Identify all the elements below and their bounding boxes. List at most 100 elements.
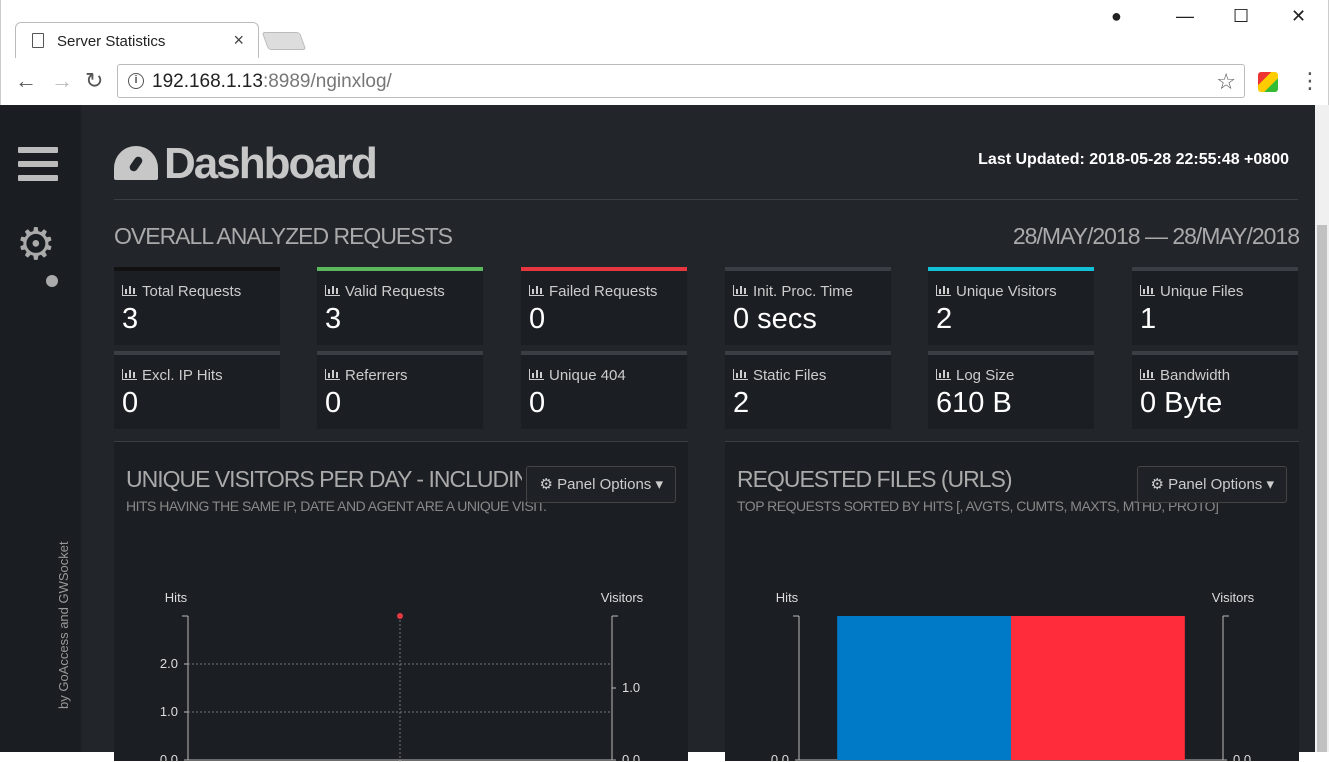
y-axis-label-right: Visitors	[601, 590, 644, 605]
stat-label: Init. Proc. Time	[733, 283, 853, 300]
stat-card: Static Files 2	[725, 351, 891, 429]
bar-chart-icon	[529, 369, 544, 380]
hamburger-menu-icon[interactable]	[18, 147, 58, 189]
tab-title: Server Statistics	[57, 33, 166, 50]
main-content: Dashboard Last Updated: 2018-05-28 22:55…	[82, 105, 1315, 762]
stat-value: 0	[529, 303, 546, 335]
close-tab-icon[interactable]: ×	[233, 30, 244, 50]
stat-card: Bandwidth 0 Byte	[1132, 351, 1298, 429]
y-tick-label-right: 0.0	[622, 752, 640, 762]
stat-value: 0	[529, 387, 546, 419]
bar-chart-icon	[1140, 369, 1155, 380]
bar-chart-icon	[936, 285, 951, 296]
address-bar[interactable]: i 192.168.1.13:8989/nginxlog/ ☆	[117, 64, 1245, 98]
sidebar: ⚙ by GoAccess and GWSocket	[0, 105, 80, 752]
panel-title: REQUESTED FILES (URLS)	[737, 466, 1013, 492]
y-tick-label-left: 2.0	[160, 656, 178, 671]
info-icon[interactable]: i	[128, 73, 144, 89]
stat-card: Referrers 0	[317, 351, 483, 429]
stat-card: Total Requests 3	[114, 267, 280, 345]
bar-chart-icon	[122, 369, 137, 380]
bookmark-star-icon[interactable]: ☆	[1216, 69, 1236, 94]
stat-label: Total Requests	[122, 283, 241, 300]
stat-card: Unique Visitors 2	[928, 267, 1094, 345]
divider	[114, 199, 1298, 200]
stat-label: Valid Requests	[325, 283, 445, 300]
bar-chart-icon	[733, 285, 748, 296]
status-dot	[46, 275, 58, 287]
bar-chart-icon	[529, 285, 544, 296]
stat-label: Unique Visitors	[936, 283, 1057, 300]
bar	[1011, 616, 1185, 760]
overall-title: OVERALL ANALYZED REQUESTS	[114, 223, 453, 249]
stat-label: Log Size	[936, 367, 1014, 384]
data-point	[397, 613, 403, 619]
stat-value: 3	[325, 303, 342, 335]
stat-value: 0 Byte	[1140, 387, 1223, 419]
panel-subtitle: TOP REQUESTS SORTED BY HITS [, AVGTS, CU…	[737, 498, 1219, 514]
stat-label: Unique 404	[529, 367, 626, 384]
reload-icon[interactable]: ↻	[85, 68, 104, 93]
credits-text: by GoAccess and GWSocket	[56, 541, 71, 709]
stat-label: Unique Files	[1140, 283, 1243, 300]
stat-label: Referrers	[325, 367, 408, 384]
bar	[837, 616, 1011, 760]
y-tick-label-left: 1.0	[160, 704, 178, 719]
scrollbar[interactable]	[1315, 105, 1329, 752]
panel-subtitle: HITS HAVING THE SAME IP, DATE AND AGENT …	[126, 498, 547, 514]
back-icon[interactable]: ←	[15, 68, 37, 93]
last-updated: Last Updated: 2018-05-28 22:55:48 +0800	[978, 151, 1289, 168]
stat-card: Failed Requests 0	[521, 267, 687, 345]
stat-value: 0 secs	[733, 303, 817, 335]
y-axis-label-right: Visitors	[1212, 590, 1255, 605]
bar-chart-icon	[325, 285, 340, 296]
forward-icon[interactable]: →	[51, 68, 73, 93]
minimize-icon[interactable]: —	[1176, 6, 1194, 26]
stat-value: 2	[733, 387, 750, 419]
url-text[interactable]: 192.168.1.13:8989/nginxlog/	[152, 71, 392, 92]
maximize-icon[interactable]: ☐	[1233, 6, 1250, 26]
gear-icon[interactable]: ⚙	[16, 220, 56, 269]
scrollbar-thumb[interactable]	[1317, 225, 1327, 752]
stat-value: 0	[325, 387, 342, 419]
stat-value: 0	[122, 387, 139, 419]
y-tick-label-left: 0.0	[771, 752, 789, 762]
dashboard-gauge-icon	[114, 146, 158, 180]
stat-value: 1	[1140, 303, 1157, 335]
app: ⚙ by GoAccess and GWSocket Dashboard Las…	[0, 105, 1329, 762]
stat-card: Excl. IP Hits 0	[114, 351, 280, 429]
stat-value: 610 B	[936, 387, 1012, 419]
y-axis-label-left: Hits	[165, 590, 188, 605]
stat-card: Unique 404 0	[521, 351, 687, 429]
panel-options-button[interactable]: ⚙ Panel Options ▾	[1137, 466, 1287, 503]
bar-chart-icon	[733, 369, 748, 380]
browser-chrome: Server Statistics × ● — ☐ ✕ ← → ↻ i 192.…	[0, 0, 1329, 105]
stat-card: Init. Proc. Time 0 secs	[725, 267, 891, 345]
stat-card: Valid Requests 3	[317, 267, 483, 345]
stat-value: 2	[936, 303, 953, 335]
date-range: 28/MAY/2018 — 28/MAY/2018	[1012, 223, 1300, 249]
y-tick-label-right: 0.0	[1233, 752, 1251, 762]
extension-icon[interactable]	[1258, 72, 1278, 92]
bar-chart-icon	[1140, 285, 1155, 296]
y-tick-label-right: 1.0	[622, 680, 640, 695]
account-icon[interactable]: ●	[1111, 6, 1122, 26]
requested-files-panel: REQUESTED FILES (URLS) TOP REQUESTS SORT…	[725, 441, 1299, 762]
menu-kebab-icon[interactable]: ⋮	[1299, 68, 1321, 93]
stat-value: 3	[122, 303, 139, 335]
new-tab-button[interactable]	[261, 32, 307, 50]
stat-card: Unique Files 1	[1132, 267, 1298, 345]
close-window-icon[interactable]: ✕	[1291, 6, 1307, 26]
y-axis-label-left: Hits	[776, 590, 799, 605]
bar-chart-icon	[325, 369, 340, 380]
stat-label: Failed Requests	[529, 283, 657, 300]
page-title: Dashboard	[114, 139, 378, 189]
browser-tab[interactable]: Server Statistics ×	[15, 22, 259, 58]
stat-card: Log Size 610 B	[928, 351, 1094, 429]
stat-label: Excl. IP Hits	[122, 367, 223, 384]
stat-label: Static Files	[733, 367, 826, 384]
unique-visitors-panel: UNIQUE VISITORS PER DAY - INCLUDING SPID…	[114, 441, 688, 762]
panel-options-button[interactable]: ⚙ Panel Options ▾	[526, 466, 676, 503]
